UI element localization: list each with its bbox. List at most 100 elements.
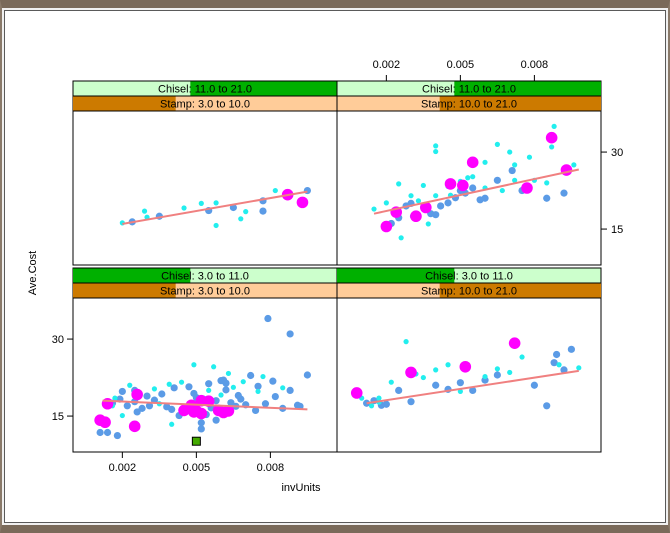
data-point-cyan [383,200,389,206]
data-point-cyan [272,187,278,194]
data-point-cyan [571,162,577,168]
data-point-large [420,201,432,214]
data-point-cyan [260,373,266,380]
data-point-cyan [470,174,476,180]
data-point-blue [271,392,279,401]
data-point-blue [432,381,440,389]
x-tick-label: 0.008 [521,59,549,71]
y-tick-label: 30 [52,334,64,346]
data-point-cyan [551,123,557,129]
fit-line [373,168,580,215]
data-point-blue [205,380,213,388]
data-point-blue [190,389,198,398]
data-point-blue [261,400,270,408]
data-point-blue [269,377,277,385]
fit-line [366,369,579,405]
data-point-blue [286,330,294,338]
data-point-blue [456,379,464,387]
data-point-cyan [403,339,409,345]
data-point-blue [212,416,220,424]
data-point-blue [168,405,176,413]
chisel-strip-range-bar [190,81,337,96]
data-point-cyan [408,193,414,199]
data-point-cyan [433,367,439,373]
data-point-cyan [225,370,232,377]
stamp-strip-label: Stamp: 3.0 to 10.0 [160,286,250,298]
data-point-cyan [415,198,422,204]
x-tick-label: 0.008 [257,462,285,474]
stamp-strip-range-bar [73,283,176,298]
data-point-blue [493,176,501,184]
data-point-blue [550,359,558,367]
data-point-blue [303,371,311,379]
data-point-blue [123,402,131,410]
trellis-scatter-chart: Chisel: 11.0 to 21.0 Stamp: 3.0 to 10.0 Ch… [27,59,623,494]
data-point-cyan [243,209,249,215]
fit-line [102,399,308,411]
data-point-large [405,366,417,379]
data-point-cyan [499,187,505,194]
data-point-large [410,210,422,223]
chisel-strip-label: Chisel: 3.0 to 11.0 [425,271,513,283]
data-point-cyan [151,386,158,392]
data-point-cyan [206,387,212,393]
y-axis-label: Ave.Cost [27,251,39,295]
panel-chisel-11-21-stamp-3-10 [119,186,311,229]
data-point-large [296,196,309,209]
x-tick-label: 0.005 [183,462,211,474]
stamp-strip-range-bar [439,96,601,111]
data-point-large [101,397,114,410]
stamp-strip-range-bar [73,96,176,111]
data-point-cyan [494,366,500,372]
stamp-strip-range-bar [439,283,601,298]
panel-frame [336,110,602,266]
panel-chisel-11-21-stamp-10-21 [371,123,580,241]
data-point-blue [493,371,501,379]
data-point-cyan [169,421,175,427]
data-point-cyan [549,144,555,150]
plot-panel: Chisel: 11.0 to 21.0 Stamp: 3.0 to 10.0 Ch… [4,10,666,523]
data-point-cyan [213,222,219,229]
data-point-blue [103,428,112,437]
data-point-blue [197,425,205,433]
chisel-strip-range-bar [73,268,191,283]
data-point-cyan [198,200,204,206]
data-point-blue [543,194,551,202]
data-point-blue [303,186,311,195]
data-point-cyan [376,395,382,401]
y-tick-label: 15 [52,411,64,423]
data-point-blue [469,386,477,394]
data-point-blue [254,382,262,390]
data-point-blue [197,419,205,427]
stamp-strip-label: Stamp: 10.0 to 21.0 [421,286,517,298]
data-point-blue [185,383,193,391]
data-point-blue [158,390,166,398]
stamp-strip-label: Stamp: 10.0 to 21.0 [421,99,517,111]
data-point-cyan [280,385,286,391]
data-point-cyan [425,221,431,227]
data-point-cyan [576,365,582,371]
data-point-blue [552,350,561,359]
data-point-large [188,406,200,418]
data-point-cyan [494,141,500,147]
data-point-large [560,164,573,176]
x-tick-label: 0.002 [109,462,137,474]
x-tick-label: 0.005 [447,59,475,71]
data-point-blue [96,428,104,437]
data-point-blue [234,391,242,400]
data-point-blue [560,366,568,374]
data-point-cyan [181,205,187,211]
data-point-cyan [512,162,518,168]
data-point-cyan [191,362,197,368]
chisel-strip-label: Chisel: 11.0 to 21.0 [158,84,252,96]
data-point-blue [293,401,302,409]
data-point-cyan [420,374,426,381]
data-point-marker [191,436,201,446]
data-point-large [350,387,363,399]
data-point-cyan [507,149,513,155]
data-point-blue [222,379,230,387]
data-point-large [508,337,521,349]
data-point-cyan [445,362,451,368]
data-point-large [99,416,111,429]
